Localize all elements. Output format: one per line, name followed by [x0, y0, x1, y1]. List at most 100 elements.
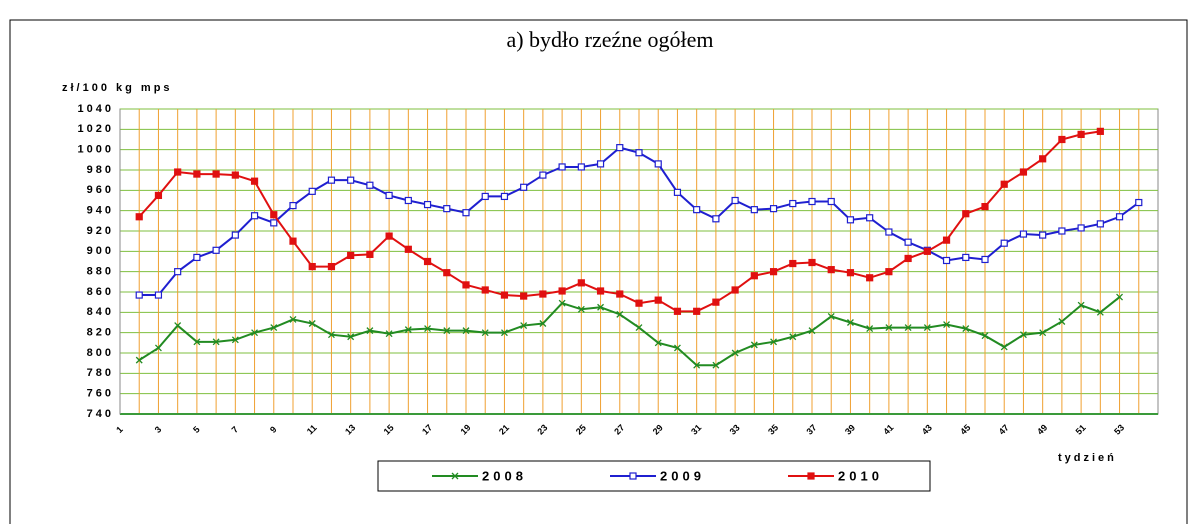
marker [693, 361, 701, 369]
marker [693, 206, 701, 214]
marker [712, 215, 720, 223]
marker [404, 245, 412, 253]
marker [385, 191, 393, 200]
marker [942, 256, 951, 265]
y-tick-label: 1000 [78, 144, 114, 156]
marker [923, 324, 931, 332]
marker [789, 333, 797, 341]
marker [135, 356, 143, 364]
marker [154, 344, 162, 352]
marker [827, 197, 835, 206]
marker [520, 322, 528, 330]
marker [885, 324, 893, 332]
marker [904, 238, 912, 246]
marker [250, 212, 259, 220]
marker [1096, 220, 1104, 228]
marker [404, 326, 412, 334]
marker [942, 236, 951, 244]
marker [769, 268, 778, 276]
marker [270, 211, 278, 219]
marker [558, 163, 566, 171]
legend-label: 2008 [482, 468, 527, 483]
marker [424, 325, 432, 333]
marker [750, 341, 758, 349]
marker [443, 269, 451, 277]
marker [500, 291, 509, 299]
marker [673, 344, 681, 352]
marker [635, 299, 643, 307]
marker [981, 255, 989, 264]
marker [846, 216, 855, 224]
marker [654, 160, 662, 168]
x-tick-label: 3 [153, 424, 164, 435]
y-tick-label: 800 [87, 347, 114, 359]
marker [1077, 301, 1085, 309]
marker [1000, 180, 1008, 188]
marker [289, 237, 297, 245]
y-tick-label: 880 [87, 266, 114, 278]
marker [520, 183, 528, 191]
marker [193, 253, 201, 262]
marker [635, 149, 643, 157]
chart-title: a) bydło rzeźne ogółem [506, 27, 713, 52]
marker [597, 303, 605, 311]
marker [629, 472, 637, 480]
marker [385, 232, 393, 240]
legend-label: 2009 [660, 468, 705, 483]
y-axis-label: zł/100 kg mps [62, 82, 173, 94]
marker [366, 250, 374, 258]
marker [212, 338, 220, 346]
marker [462, 281, 470, 289]
marker [423, 257, 432, 266]
y-tick-label: 740 [87, 408, 114, 420]
marker [1096, 127, 1104, 135]
marker [500, 329, 508, 337]
y-tick-label: 940 [87, 205, 114, 217]
marker [251, 329, 259, 337]
marker [1058, 318, 1066, 325]
marker [712, 361, 720, 369]
y-tick-label: 820 [87, 327, 114, 339]
marker [731, 196, 739, 205]
marker [981, 203, 989, 211]
marker [750, 272, 758, 280]
marker [616, 290, 624, 298]
marker [1000, 239, 1008, 247]
marker [1077, 224, 1085, 232]
marker [347, 251, 355, 259]
marker [270, 324, 278, 332]
marker [558, 299, 566, 307]
marker [962, 210, 970, 218]
x-axis-label: tydzień [1058, 452, 1117, 464]
marker [423, 200, 432, 209]
marker [347, 333, 355, 341]
marker [404, 196, 412, 205]
x-tick-label: 5 [191, 424, 202, 435]
marker [693, 307, 701, 315]
marker [443, 327, 451, 335]
marker [904, 324, 912, 332]
marker [231, 336, 239, 344]
y-tick-label: 760 [87, 388, 114, 400]
marker [827, 266, 835, 274]
marker [981, 332, 989, 340]
marker [1096, 308, 1104, 316]
marker [943, 321, 951, 328]
y-tick-label: 960 [87, 184, 114, 196]
marker [174, 268, 182, 276]
marker [174, 322, 182, 330]
marker [462, 327, 470, 335]
marker [500, 192, 509, 201]
marker [135, 291, 143, 299]
marker [577, 163, 585, 171]
marker [1077, 130, 1085, 139]
marker [866, 274, 874, 282]
marker [327, 176, 336, 184]
marker [347, 176, 355, 184]
marker [1116, 293, 1124, 301]
marker [962, 253, 970, 262]
marker [866, 214, 874, 222]
marker [154, 191, 163, 200]
line [138, 296, 1121, 367]
